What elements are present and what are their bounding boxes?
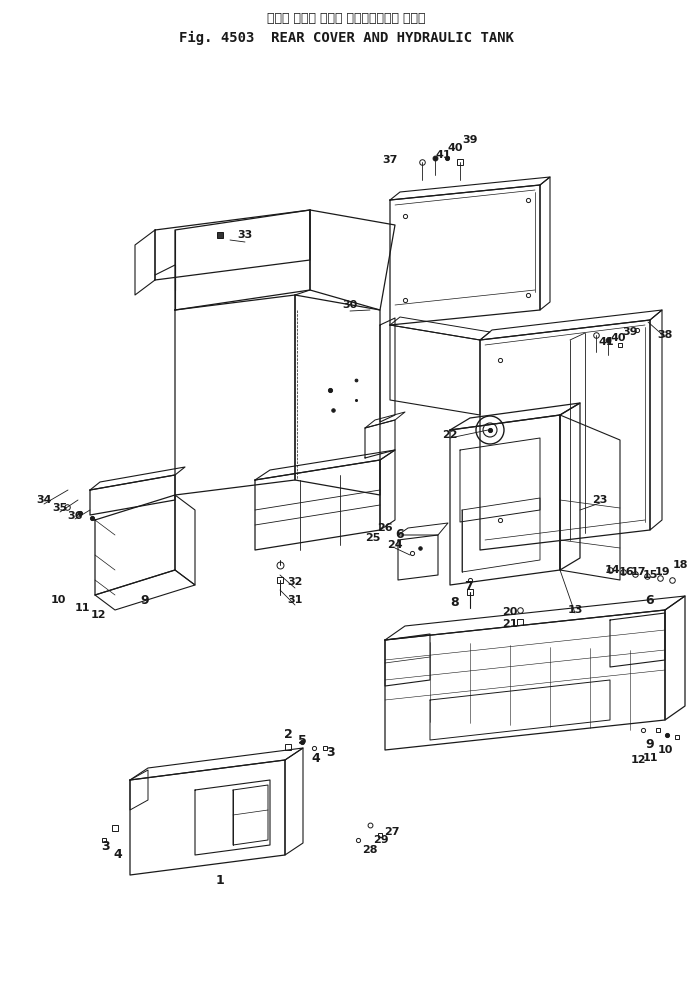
Text: 41: 41: [598, 337, 614, 347]
Text: 41: 41: [435, 150, 451, 160]
Text: 33: 33: [238, 230, 253, 240]
Text: 12: 12: [90, 610, 106, 620]
Text: 25: 25: [365, 533, 380, 543]
Text: 24: 24: [387, 540, 403, 550]
Text: 14: 14: [604, 565, 620, 575]
Text: 22: 22: [442, 430, 458, 440]
Text: 18: 18: [672, 560, 687, 570]
Text: 7: 7: [464, 581, 473, 593]
Text: 36: 36: [67, 511, 82, 521]
Text: 10: 10: [51, 595, 66, 605]
Text: 10: 10: [658, 745, 673, 755]
Text: 29: 29: [374, 835, 389, 845]
Text: 27: 27: [384, 827, 400, 837]
Text: 30: 30: [342, 300, 358, 310]
Text: 37: 37: [383, 155, 398, 165]
Text: 23: 23: [593, 495, 608, 505]
Text: 3: 3: [100, 840, 109, 853]
Text: 32: 32: [288, 577, 303, 587]
Text: 40: 40: [611, 333, 626, 343]
Text: 6: 6: [396, 528, 404, 542]
Text: 28: 28: [362, 845, 378, 855]
Text: Fig. 4503  REAR COVER AND HYDRAULIC TANK: Fig. 4503 REAR COVER AND HYDRAULIC TANK: [179, 31, 514, 45]
Text: 6: 6: [646, 593, 654, 606]
Text: 39: 39: [462, 135, 477, 145]
Text: 4: 4: [312, 752, 320, 764]
Text: 16: 16: [619, 567, 635, 577]
Text: 13: 13: [568, 605, 583, 615]
Text: 1: 1: [216, 873, 225, 886]
Text: 2: 2: [283, 729, 292, 742]
Text: 11: 11: [642, 753, 658, 763]
Text: 12: 12: [630, 755, 646, 765]
Text: 8: 8: [450, 595, 459, 608]
Text: 31: 31: [288, 595, 303, 605]
Text: リヤー カバー および ハイドロリック タンク: リヤー カバー および ハイドロリック タンク: [267, 12, 426, 25]
Text: 34: 34: [36, 495, 52, 505]
Text: 9: 9: [141, 593, 149, 606]
Text: 39: 39: [622, 327, 638, 337]
Text: 3: 3: [326, 746, 334, 759]
Text: 40: 40: [447, 143, 463, 153]
Text: 19: 19: [655, 567, 671, 577]
Text: 38: 38: [658, 330, 673, 340]
Text: 21: 21: [502, 619, 518, 629]
Text: 4: 4: [114, 849, 123, 861]
Text: 9: 9: [646, 739, 654, 752]
Text: 20: 20: [502, 607, 518, 617]
Text: 26: 26: [377, 523, 393, 533]
Text: 17: 17: [630, 567, 646, 577]
Text: 35: 35: [53, 503, 68, 513]
Text: 15: 15: [642, 570, 658, 580]
Text: 11: 11: [74, 603, 90, 613]
Text: 5: 5: [297, 734, 306, 747]
